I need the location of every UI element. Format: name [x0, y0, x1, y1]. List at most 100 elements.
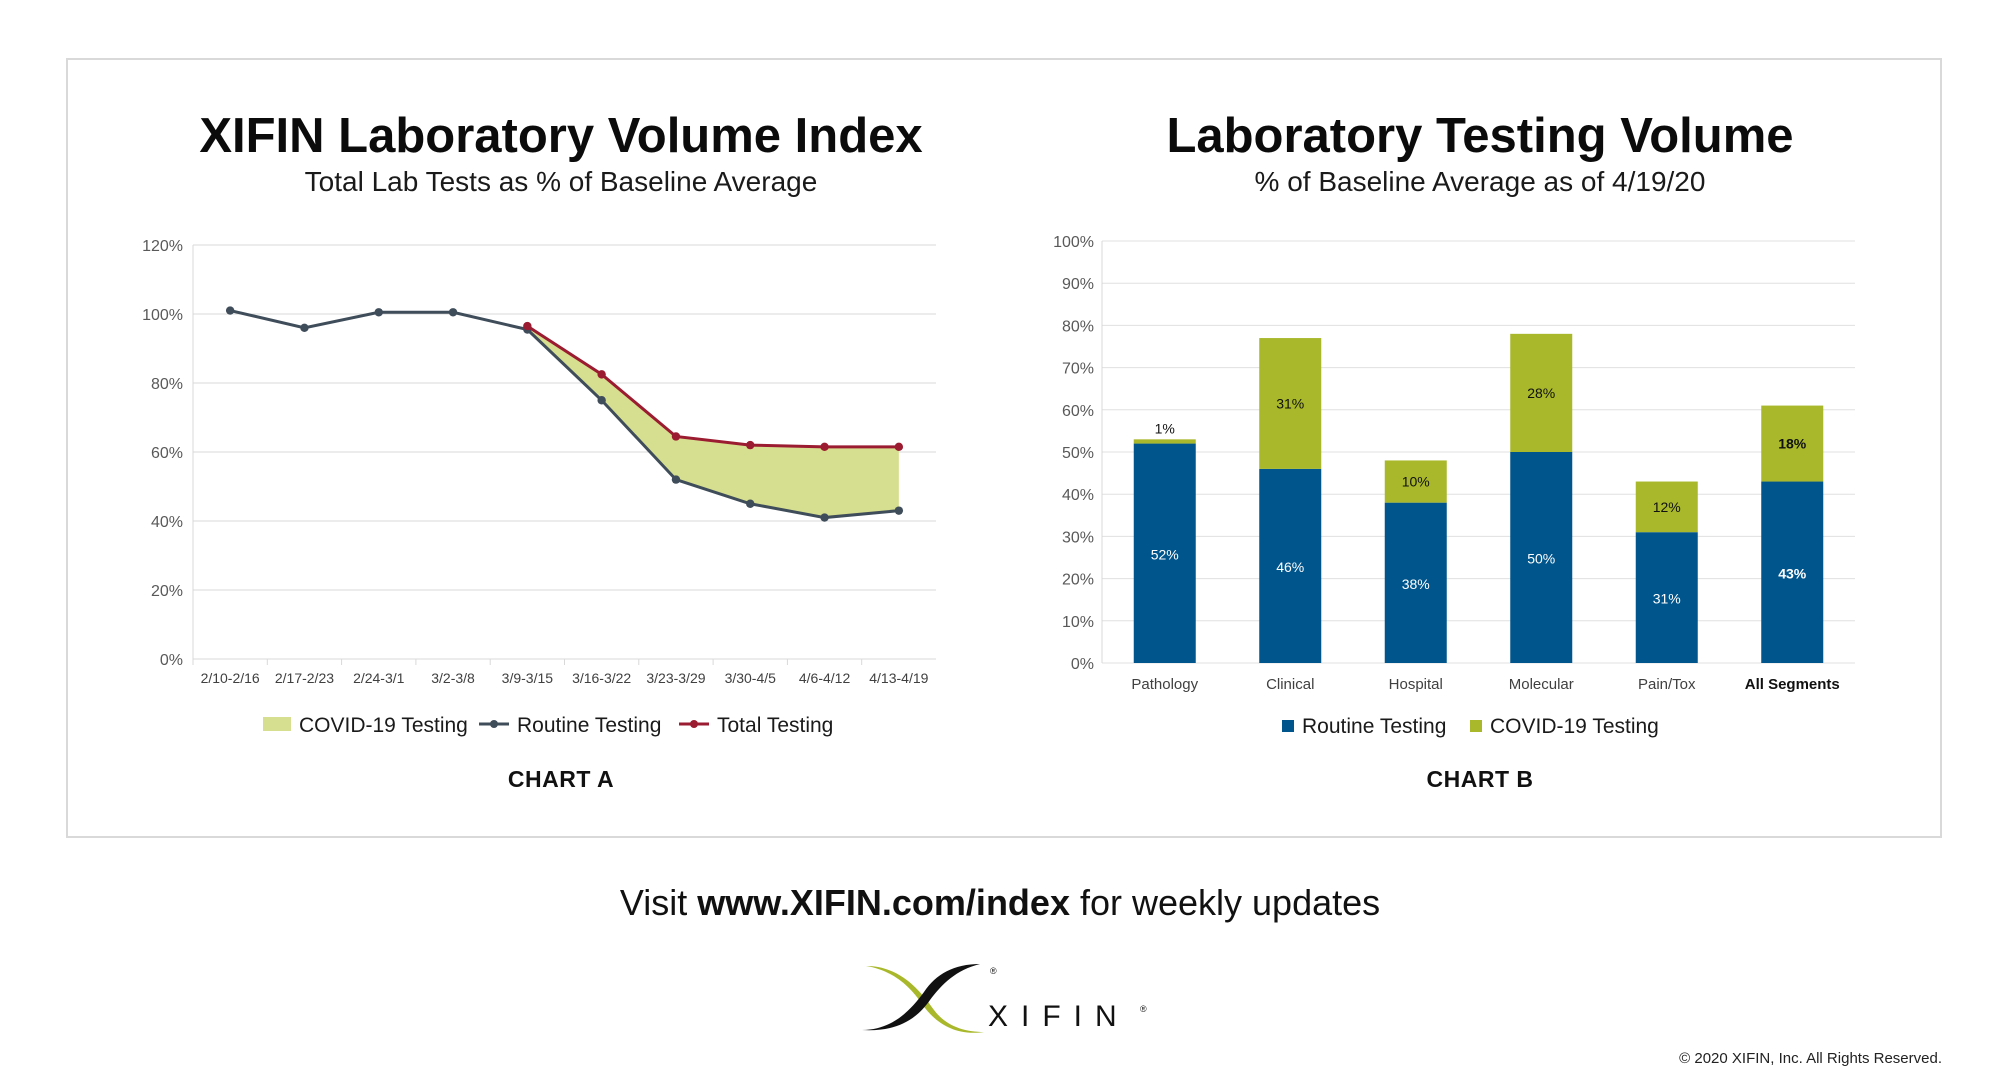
total-testing-point	[597, 370, 606, 379]
chart-b-svg: 0% 10% 20% 30% 40% 50% 60% 70% 80% 90% 100% 52% 1% Pa…	[1053, 234, 1855, 738]
x-tick-label: Pathology	[1131, 676, 1198, 693]
x-tick-label: 3/23-3/29	[646, 670, 705, 686]
visit-prefix: Visit	[619, 882, 698, 923]
total-testing-point	[894, 442, 904, 452]
covid-testing-bar	[1761, 405, 1824, 482]
chart-a-title: XIFIN Laboratory Volume Index	[199, 109, 923, 163]
routine-testing-point	[746, 499, 755, 508]
routine-testing-data-label: 38%	[1402, 576, 1430, 592]
routine-testing-line	[229, 309, 899, 520]
routine-testing-point	[597, 396, 606, 405]
y-tick-label: 90%	[1062, 276, 1094, 293]
covid-testing-data-label: 31%	[1276, 395, 1304, 411]
legend-swatch-routine	[1282, 720, 1294, 732]
routine-testing-data-label: 46%	[1276, 559, 1304, 575]
routine-testing-bar	[1384, 502, 1447, 663]
routine-testing-point	[225, 306, 235, 315]
covid-testing-data-label: 1%	[1155, 420, 1175, 436]
logo-registered-mark: ®	[1140, 1004, 1147, 1014]
y-tick-label: 70%	[1062, 361, 1094, 378]
routine-testing-point	[448, 308, 458, 317]
routine-testing-bar	[1510, 452, 1573, 663]
x-tick-label: 4/13-4/19	[869, 670, 928, 686]
routine-testing-bar	[1133, 443, 1196, 663]
y-tick-label: 40%	[151, 514, 183, 531]
routine-testing-bar	[1761, 481, 1824, 663]
y-tick-label: 80%	[151, 376, 183, 393]
y-tick-label: 60%	[151, 445, 183, 462]
total-testing-point	[746, 440, 755, 450]
chart-a-panel: 0% 20% 40% 60% 80% 100% 120% 2/10-2/16 2/17-2/23…	[111, 58, 1011, 838]
y-tick-label: 0%	[1071, 656, 1094, 673]
covid-testing-data-label: 18%	[1778, 436, 1807, 452]
y-tick-label: 40%	[1062, 487, 1094, 504]
x-tick-label: 4/6-4/12	[799, 670, 851, 686]
x-tick-label: All Segments	[1745, 676, 1840, 693]
routine-testing-data-label: 52%	[1151, 546, 1179, 562]
legend-label-routine: Routine Testing	[517, 714, 661, 737]
routine-testing-point	[671, 475, 681, 484]
chart-a-svg: 0% 20% 40% 60% 80% 100% 120% 2/10-2/16 2/17-2/23…	[142, 238, 936, 737]
covid-testing-bar	[1384, 460, 1447, 503]
chart-frame	[66, 58, 1942, 838]
legend-label-covid: COVID-19 Testing	[299, 714, 468, 737]
y-tick-label: 30%	[1062, 529, 1094, 546]
chart-a-subtitle: Total Lab Tests as % of Baseline Average	[304, 166, 818, 197]
covid-testing-data-label: 12%	[1653, 499, 1681, 515]
visit-suffix: for weekly updates	[1069, 882, 1381, 923]
covid-testing-bar	[1510, 333, 1573, 452]
chart-b-panel: 0% 10% 20% 30% 40% 50% 60% 70% 80% 90% 100% 52% 1% Pa…	[1030, 58, 1930, 838]
legend-swatch-covid	[1470, 720, 1482, 732]
chart-b-title: Laboratory Testing Volume	[1166, 109, 1794, 163]
routine-testing-point	[300, 323, 309, 332]
legend-label-covid: COVID-19 Testing	[1490, 715, 1659, 738]
x-tick-label: Molecular	[1509, 676, 1574, 693]
y-tick-label: 10%	[1062, 614, 1094, 631]
covid-testing-bar	[1133, 439, 1196, 444]
x-tick-label: 3/9-3/15	[502, 670, 554, 686]
legend-swatch-covid	[263, 717, 291, 731]
routine-testing-bar	[1635, 532, 1698, 663]
total-testing-point	[671, 432, 681, 441]
x-tick-label: 2/10-2/16	[201, 670, 260, 686]
routine-testing-point	[374, 308, 383, 317]
covid-testing-area	[527, 326, 899, 518]
logo-registered-top: ®	[990, 966, 997, 976]
routine-testing-data-label: 50%	[1527, 551, 1555, 567]
y-tick-label: 120%	[142, 238, 183, 255]
x-tick-label: 3/2-3/8	[431, 670, 475, 686]
logo-swoosh-black	[862, 964, 980, 1031]
legend-label-total: Total Testing	[717, 714, 833, 737]
total-testing-point	[820, 442, 829, 452]
chart-b-caption: CHART B	[1426, 766, 1534, 792]
y-tick-label: 100%	[142, 307, 183, 324]
x-tick-label: 3/16-3/22	[572, 670, 631, 686]
y-tick-label: 20%	[151, 583, 183, 600]
y-tick-label: 20%	[1062, 572, 1094, 589]
legend-swatch-total-dot	[690, 720, 698, 728]
y-tick-label: 100%	[1053, 234, 1094, 251]
x-tick-label: 2/24-3/1	[353, 670, 405, 686]
routine-testing-point	[894, 506, 904, 515]
x-tick-label: Pain/Tox	[1638, 676, 1696, 693]
copyright-text: © 2020 XIFIN, Inc. All Rights Reserved.	[1679, 1050, 1942, 1067]
footer-visit-text: Visit www.XIFIN.com/index for weekly upd…	[0, 882, 2000, 924]
visit-url-link[interactable]: www.XIFIN.com/index	[697, 882, 1070, 923]
covid-testing-data-label: 10%	[1402, 474, 1430, 490]
total-testing-line	[526, 324, 899, 449]
routine-testing-data-label: 43%	[1778, 565, 1807, 581]
y-tick-label: 50%	[1062, 445, 1094, 462]
covid-testing-data-label: 28%	[1527, 385, 1555, 401]
routine-testing-point	[820, 513, 829, 522]
y-tick-label: 60%	[1062, 403, 1094, 420]
covid-testing-bar	[1635, 481, 1698, 533]
legend-swatch-routine-dot	[490, 720, 498, 728]
logo-wordmark: XIFIN	[988, 1000, 1130, 1033]
y-tick-label: 80%	[1062, 318, 1094, 335]
legend-label-routine: Routine Testing	[1302, 715, 1446, 738]
covid-testing-bar	[1259, 338, 1322, 469]
chart-b-subtitle: % of Baseline Average as of 4/19/20	[1254, 166, 1706, 197]
routine-testing-bar	[1259, 468, 1322, 663]
x-tick-label: 2/17-2/23	[275, 670, 334, 686]
y-tick-label: 0%	[160, 652, 183, 669]
